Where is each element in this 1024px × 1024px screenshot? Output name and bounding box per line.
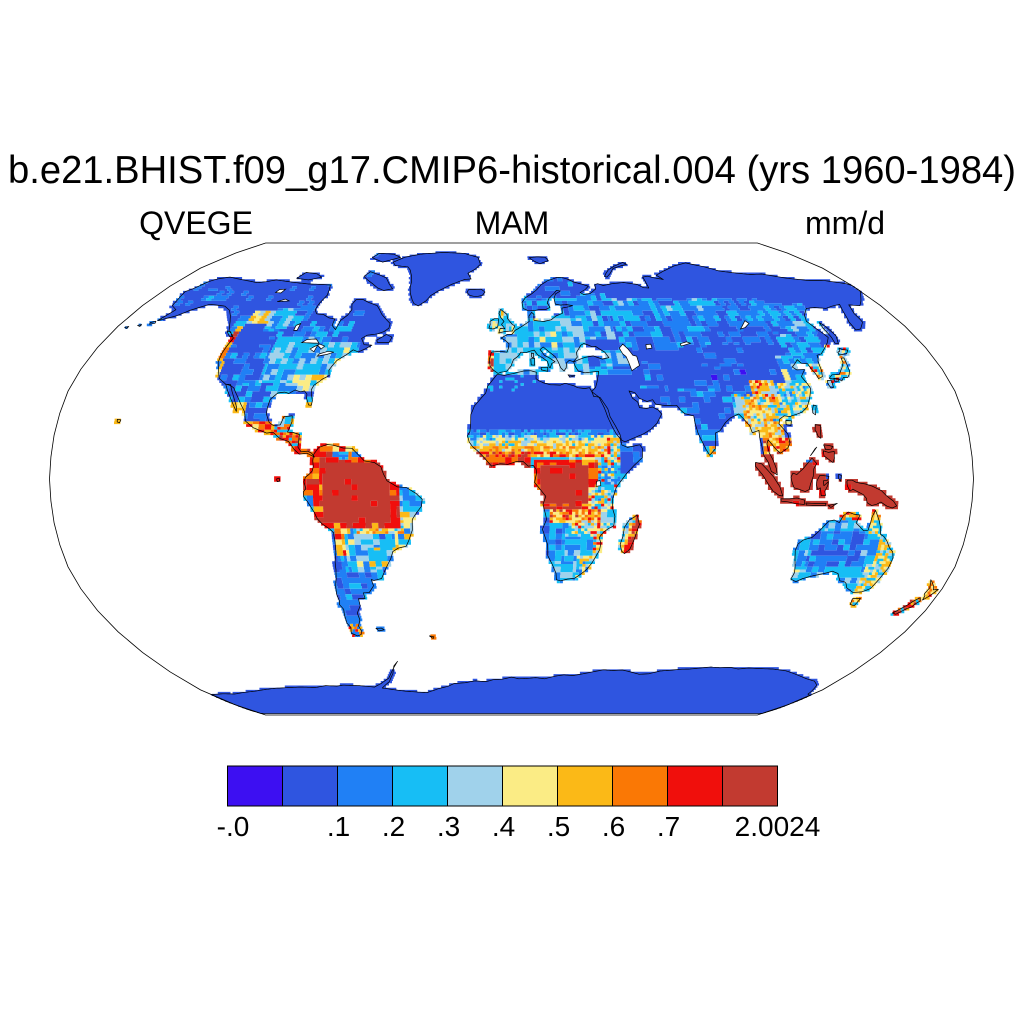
svg-text:MAM: MAM bbox=[475, 205, 550, 241]
svg-text:mm/d: mm/d bbox=[805, 205, 885, 241]
svg-text:.4: .4 bbox=[492, 811, 515, 842]
svg-text:2.0024: 2.0024 bbox=[735, 811, 821, 842]
svg-text:.1: .1 bbox=[327, 811, 350, 842]
svg-text:.6: .6 bbox=[602, 811, 625, 842]
svg-text:.3: .3 bbox=[437, 811, 460, 842]
svg-text:.2: .2 bbox=[382, 811, 405, 842]
svg-text:QVEGE: QVEGE bbox=[139, 205, 253, 241]
svg-text:-.0: -.0 bbox=[217, 811, 250, 842]
svg-text:b.e21.BHIST.f09_g17.CMIP6-hist: b.e21.BHIST.f09_g17.CMIP6-historical.004… bbox=[8, 149, 1016, 192]
svg-text:.7: .7 bbox=[657, 811, 680, 842]
svg-text:.5: .5 bbox=[547, 811, 570, 842]
